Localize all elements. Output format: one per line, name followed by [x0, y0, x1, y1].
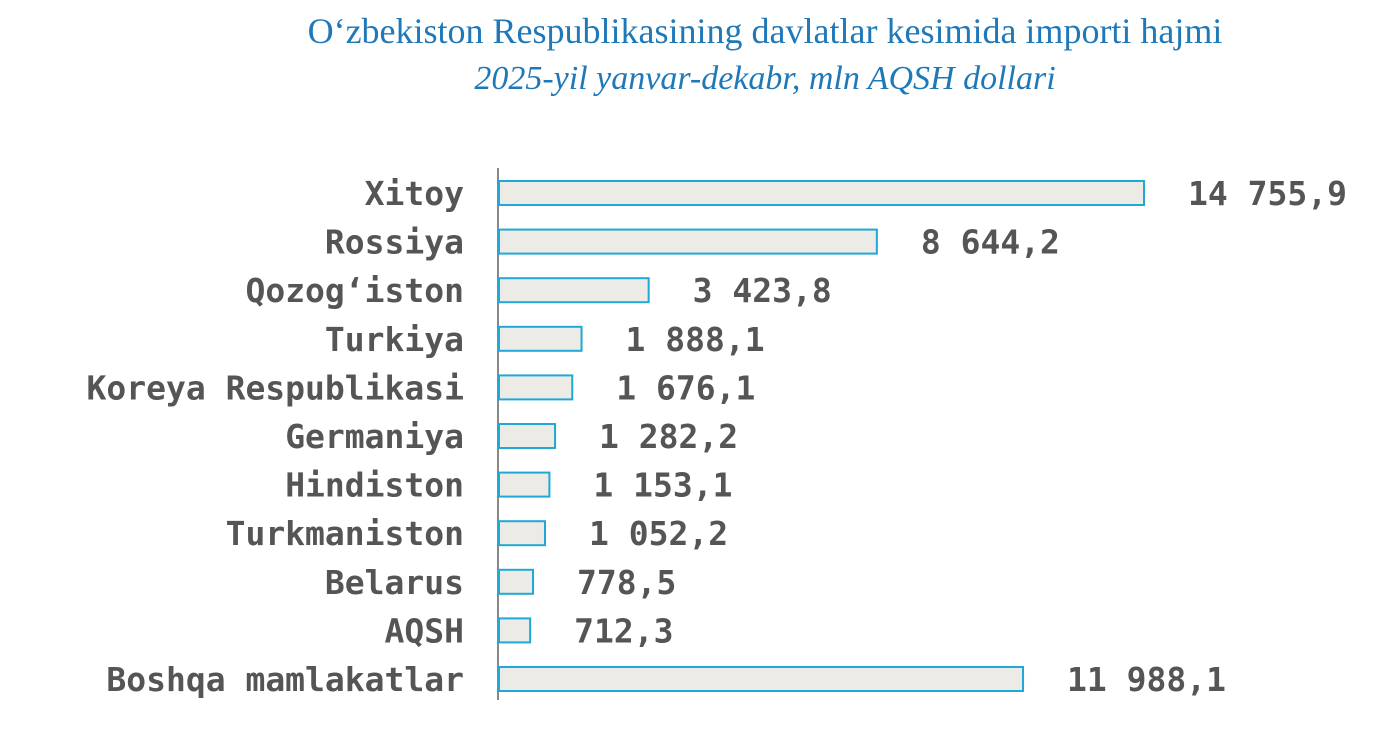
value-label: 3 423,8: [693, 271, 832, 310]
value-label: 1 888,1: [626, 320, 765, 359]
category-label: Xitoy: [365, 174, 464, 213]
bars-group: Xitoy 14 755,9 Rossiya 8 644,2 Qozog‘iston 3 …: [87, 174, 1347, 699]
chart-title: O‘zbekiston Respublikasining davlatlar k…: [307, 11, 1223, 51]
bar-5: [498, 423, 557, 449]
bar-0: [498, 180, 1145, 206]
category-label: Boshqa mamlakatlar: [106, 660, 464, 699]
category-label: Turkiya: [325, 320, 464, 359]
category-label: Hindiston: [285, 466, 464, 505]
bar-8: [498, 568, 535, 595]
value-label: 1 052,2: [589, 514, 728, 553]
category-label: Germaniya: [285, 417, 464, 456]
category-label: Turkmaniston: [226, 514, 464, 553]
category-label: Rossiya: [325, 223, 464, 262]
value-label: 712,3: [574, 611, 673, 650]
chart-subtitle: 2025-yil yanvar-dekabr, mln AQSH dollari: [474, 60, 1056, 97]
category-label: Koreya Respublikasi: [87, 368, 465, 407]
bar-4: [498, 374, 574, 401]
category-label: Qozog‘iston: [245, 271, 464, 310]
value-label: 1 282,2: [599, 417, 738, 456]
bar-1: [498, 228, 878, 255]
bar-3: [498, 325, 583, 352]
bar-2: [498, 277, 650, 304]
bar-9: [498, 617, 532, 644]
bar-7: [498, 520, 546, 547]
bar-6: [498, 471, 551, 498]
value-label: 8 644,2: [921, 223, 1060, 262]
value-label: 11 988,1: [1067, 660, 1226, 699]
bar-10: [498, 666, 1025, 692]
value-label: 1 676,1: [616, 368, 755, 407]
category-label: Belarus: [325, 563, 464, 602]
value-label: 14 755,9: [1188, 174, 1347, 213]
value-label: 1 153,1: [593, 466, 732, 505]
value-label: 778,5: [577, 563, 676, 602]
category-label: AQSH: [385, 611, 464, 650]
